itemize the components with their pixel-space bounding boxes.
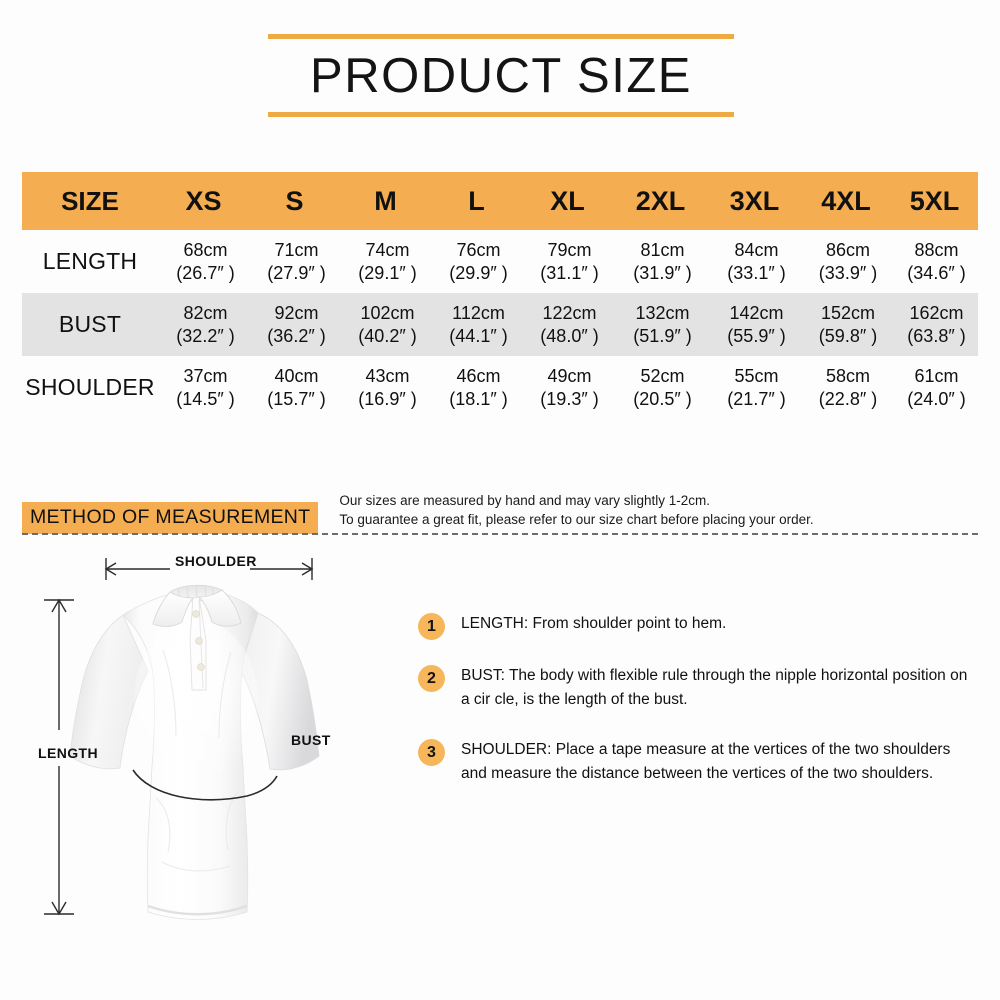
cell-bust-m: 102cm (40.2″ ) [358, 302, 417, 346]
cell-bust-xs: 82cm (32.2″ ) [176, 302, 235, 346]
header-cell-size: SIZE [61, 185, 119, 216]
row-label-bust: BUST [58, 311, 122, 337]
instruction-badge-3: 3 [418, 739, 445, 766]
shoulder-label: SHOULDER [175, 553, 257, 569]
shirt-button-bottom [197, 663, 205, 671]
instruction-badge-1: 1 [418, 613, 445, 640]
shirt-button-top [192, 610, 200, 618]
header-cell-5xl: 5XL [909, 185, 960, 216]
cell-length-5xl: 88cm (34.6″ ) [907, 239, 966, 283]
header-cell-xs: XS [185, 185, 222, 216]
cell-bust-xl: 122cm (48.0″ ) [540, 302, 599, 346]
cell-shoulder-2xl: 52cm (20.5″ ) [633, 365, 692, 409]
header-cell-s: S [285, 185, 304, 216]
measurement-note: Our sizes are measured by hand and may v… [339, 492, 813, 529]
cell-length-xl: 79cm (31.1″ ) [540, 239, 599, 283]
table-row: BUST 82cm (32.2″ ) 92cm (36.2″ ) 102cm (40.… [22, 293, 978, 356]
title-rule-bottom [268, 112, 734, 117]
cell-bust-4xl: 152cm (59.8″ ) [818, 302, 878, 346]
garment-diagram [0, 540, 420, 1000]
bust-measure-curve [132, 769, 278, 801]
length-arrowhead-top [51, 598, 67, 613]
method-of-measurement-section: METHOD OF MEASUREMENT Our sizes are meas… [22, 492, 978, 534]
cell-shoulder-xs: 37cm (14.5″ ) [176, 365, 235, 409]
cell-shoulder-m: 43cm (16.9″ ) [358, 365, 417, 409]
length-label: LENGTH [38, 745, 98, 761]
instruction-text-2: BUST: The body with flexible rule throug… [461, 667, 968, 708]
size-chart-body: LENGTH 68cm (26.7″ ) 71cm (27.9″ ) 74cm (29… [22, 230, 978, 419]
section-divider [22, 533, 978, 535]
cell-length-xs: 68cm (26.7″ ) [176, 239, 235, 283]
method-of-measurement-badge: METHOD OF MEASUREMENT [22, 502, 319, 534]
shirt-button-middle [195, 637, 203, 645]
title-rule-top [268, 34, 734, 39]
cell-length-s: 71cm (27.9″ ) [267, 239, 326, 283]
length-arrowhead-bottom [51, 901, 67, 916]
header-cell-4xl: 4XL [821, 185, 871, 216]
size-chart-header: SIZE XS S M L XL 2XL 3XL 4XL 5XL [22, 172, 978, 230]
cell-length-2xl: 81cm (31.9″ ) [633, 239, 692, 283]
instruction-badge-2: 2 [418, 665, 445, 692]
header-cell-3xl: 3XL [729, 185, 780, 216]
cell-length-4xl: 86cm (33.9″ ) [818, 239, 878, 283]
cell-shoulder-3xl: 55cm (21.7″ ) [727, 365, 786, 409]
cell-shoulder-4xl: 58cm (22.8″ ) [818, 365, 878, 409]
row-label-length: LENGTH [42, 248, 138, 274]
table-row: LENGTH 68cm (26.7″ ) 71cm (27.9″ ) 74cm (29… [22, 230, 978, 293]
cell-bust-3xl: 142cm (55.9″ ) [727, 302, 786, 346]
instruction-text-1: LENGTH: From shoulder point to hem. [461, 615, 727, 632]
header-cell-m: M [374, 185, 397, 216]
measurement-annotations [44, 558, 314, 916]
cell-bust-l: 112cm (44.1″ ) [449, 302, 508, 346]
header-row: SIZE XS S M L XL 2XL 3XL 4XL 5XL [22, 172, 978, 230]
size-chart-table: SIZE XS S M L XL 2XL 3XL 4XL 5XL LENGTH … [22, 172, 978, 419]
measurement-instructions: 1 LENGTH: From shoulder point to hem. 2 … [418, 612, 980, 810]
cell-shoulder-s: 40cm (15.7″ ) [267, 365, 326, 409]
cell-bust-s: 92cm (36.2″ ) [267, 302, 326, 346]
table-row: SHOULDER 37cm (14.5″ ) 40cm (15.7″ ) 43cm(… [22, 356, 978, 419]
measurement-note-line-2: To guarantee a great fit, please refer t… [339, 511, 814, 527]
shoulder-arrowhead-right [301, 562, 314, 576]
title-block: PRODUCT SIZE [268, 34, 734, 117]
header-cell-l: L [468, 185, 485, 216]
row-label-shoulder: SHOULDER [25, 374, 155, 400]
cell-shoulder-l: 46cm (18.1″ ) [449, 365, 508, 409]
cell-shoulder-xl: 49cm (19.3″ ) [540, 365, 599, 409]
list-item: 1 LENGTH: From shoulder point to hem. [418, 612, 980, 640]
header-cell-xl: XL [550, 185, 585, 216]
header-cell-2xl: 2XL [635, 185, 686, 216]
instruction-text-3: SHOULDER: Place a tape measure at the ve… [461, 741, 951, 782]
bust-label: BUST [291, 732, 331, 748]
cell-length-l: 76cm (29.9″ ) [449, 239, 508, 283]
measurement-note-line-1: Our sizes are measured by hand and may v… [339, 493, 711, 508]
shoulder-arrowhead-left [104, 562, 117, 576]
cell-length-3xl: 84cm (33.1″ ) [727, 239, 786, 283]
page-title: PRODUCT SIZE [310, 49, 692, 103]
cell-shoulder-5xl: 61cm (24.0″ ) [907, 365, 966, 409]
list-item: 2 BUST: The body with flexible rule thro… [418, 664, 980, 712]
cell-length-m: 74cm (29.1″ ) [358, 239, 417, 283]
cell-bust-2xl: 132cm (51.9″ ) [633, 302, 692, 346]
list-item: 3 SHOULDER: Place a tape measure at the … [418, 738, 980, 786]
polo-shirt-illustration [69, 584, 320, 920]
cell-bust-5xl: 162cm (63.8″ ) [907, 302, 966, 346]
